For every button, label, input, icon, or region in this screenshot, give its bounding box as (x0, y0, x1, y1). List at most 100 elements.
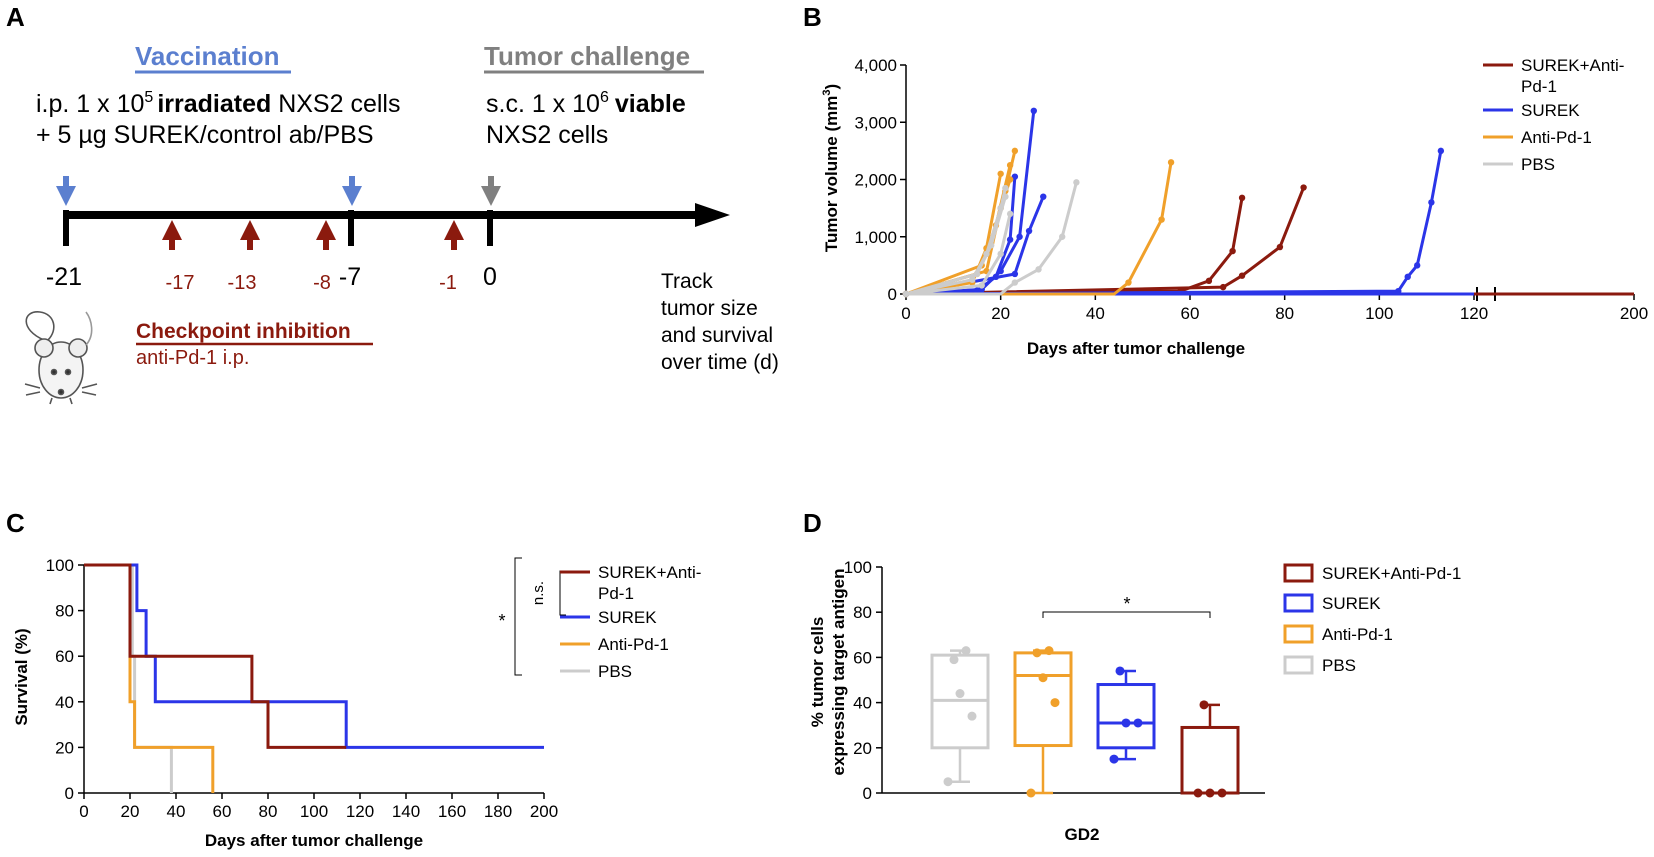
survival-curve-pbs (84, 563, 173, 793)
x-tick-label: 120 (346, 802, 374, 821)
data-point (1205, 277, 1213, 285)
data-point (973, 270, 981, 278)
x-tick-label: 80 (259, 802, 278, 821)
box-anti-pd-1 (1013, 646, 1073, 798)
checkpoint-sub: anti-Pd-1 i.p. (136, 347, 249, 369)
y-tick-label: 2,000 (854, 171, 897, 190)
data-point (1016, 233, 1023, 240)
tumor-challenge-arrow (481, 176, 501, 206)
box-point (967, 711, 977, 721)
checkpoint-arrow-1 (162, 220, 182, 250)
legend-c-pbs: PBS (598, 662, 632, 681)
y-tick-label: 4,000 (854, 56, 897, 75)
significance-star-c: * (498, 611, 505, 631)
box-point (1044, 646, 1054, 656)
significance-ns: n.s. (530, 581, 547, 605)
data-point (1011, 270, 1019, 278)
box-point (1193, 788, 1203, 798)
legend-b-pbs: PBS (1521, 155, 1555, 174)
data-point (1229, 247, 1236, 255)
checkpoint-day-minus1: -1 (439, 272, 457, 294)
data-point (969, 276, 976, 283)
y-tick-label: 100 (844, 558, 872, 577)
x-tick-label: 60 (213, 802, 232, 821)
box-surek (1096, 666, 1156, 764)
antigen-axes: 0 20 40 60 80 100 (844, 558, 1265, 803)
box-surek-anti-pd-1 (1180, 700, 1240, 798)
tumor-curve-surek-2 (905, 110, 1036, 296)
data-point (1006, 210, 1014, 218)
x-tick-label: 0 (901, 304, 910, 323)
legend-d: SUREK+Anti-Pd-1 SUREK Anti-Pd-1 PBS (1283, 563, 1461, 675)
legend-d-swatch-pbs (1283, 655, 1314, 675)
series-pbs (902, 179, 1080, 298)
box-point (949, 655, 959, 665)
survival-x-label: Days after tumor challenge (205, 831, 423, 850)
x-tick-label: 80 (1275, 304, 1294, 323)
tumor-challenge-line-1: s.c. 1 x 106 viable (486, 89, 686, 118)
checkpoint-arrow-3 (316, 220, 336, 250)
box-point (1115, 666, 1125, 676)
tumor-challenge-line-2: NXS2 cells (486, 121, 608, 149)
vaccination-line-1: i.p. 1 x 105 irradiated NXS2 cells (36, 89, 400, 118)
box-body (1096, 683, 1156, 750)
x-tick-label: 60 (1181, 304, 1200, 323)
data-point (1006, 236, 1014, 243)
y-tick-label: 60 (853, 648, 872, 667)
y-tick-label: 0 (863, 784, 872, 803)
panel-label-c: C (6, 508, 25, 538)
data-point (1428, 199, 1435, 206)
x-tick-label: 20 (991, 304, 1010, 323)
box-body (1013, 651, 1073, 748)
checkpoint-day-minus13: -13 (228, 272, 257, 294)
legend-c-combo-line2: Pd-1 (598, 584, 634, 603)
box-point (1032, 648, 1042, 658)
x-tick-label: 120 (1460, 304, 1488, 323)
box-point (1038, 673, 1048, 683)
legend-c-antipd1: Anti-Pd-1 (598, 635, 669, 654)
vaccination-title: Vaccination (135, 41, 280, 71)
y-tick-label: 100 (46, 556, 74, 575)
box-point (1133, 718, 1143, 728)
legend-b-antipd1: Anti-Pd-1 (1521, 128, 1592, 147)
data-point (1219, 283, 1227, 291)
tumor-challenge-title: Tumor challenge (484, 41, 690, 71)
bracket-outer (514, 557, 522, 676)
data-point (1073, 179, 1080, 186)
significance-bracket-d (1042, 611, 1211, 618)
panel-d: D % tumor cells expressing target antige… (803, 508, 1461, 844)
legend-d-swatch-antipd1 (1283, 624, 1314, 644)
tumor-curve-pbs-4 (906, 181, 1078, 296)
checkpoint-arrow-4 (444, 220, 464, 250)
survival-curve-anti-pd-1 (84, 563, 215, 793)
y-tick-label: 60 (55, 647, 74, 666)
timeline-arrowhead (695, 203, 730, 227)
x-tick-label: 140 (392, 802, 420, 821)
y-tick-label: 3,000 (854, 113, 897, 132)
x-tick-label: 0 (79, 802, 88, 821)
x-tick-label: 40 (167, 802, 186, 821)
box-body (1180, 725, 1240, 795)
y-tick-label: 0 (888, 285, 897, 304)
box-point (1199, 700, 1209, 710)
panel-label-b: B (803, 2, 822, 32)
x-tick-label: 20 (121, 802, 140, 821)
track-line-4: over time (d) (661, 351, 779, 374)
survival-axes: 0 20 40 60 80 100 0 20 40 60 80 100 120 140 160 180 200 (46, 556, 559, 821)
day-label-minus7: -7 (339, 263, 361, 291)
data-point (1002, 184, 1009, 192)
box-point (1217, 788, 1227, 798)
data-point (1125, 279, 1132, 286)
data-point (1300, 184, 1307, 191)
y-tick-label: 80 (853, 603, 872, 622)
y-tick-label: 20 (55, 738, 74, 757)
x-tick-label: 100 (1365, 304, 1393, 323)
day-label-0: 0 (483, 263, 497, 291)
day-label-minus21: -21 (46, 263, 82, 291)
data-point (1011, 173, 1019, 180)
box-point (1205, 788, 1215, 798)
data-point (1059, 233, 1066, 240)
data-point (1238, 272, 1246, 279)
checkpoint-day-minus8: -8 (313, 272, 331, 294)
data-point (1006, 176, 1014, 183)
